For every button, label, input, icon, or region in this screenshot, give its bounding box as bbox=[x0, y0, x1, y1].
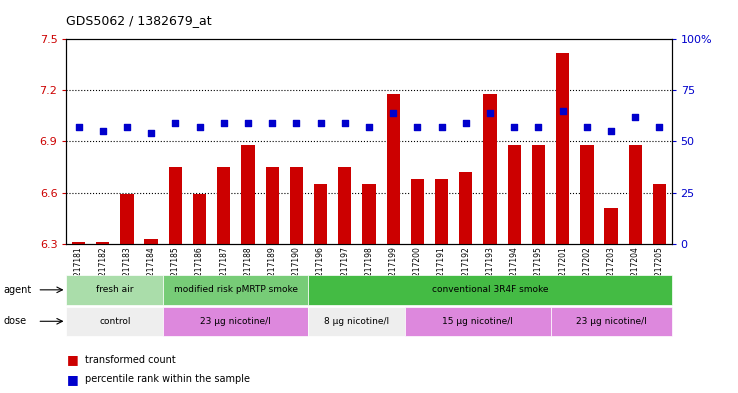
Point bbox=[387, 110, 399, 116]
Bar bbox=[604, 208, 618, 244]
Text: 15 µg nicotine/l: 15 µg nicotine/l bbox=[443, 317, 514, 326]
Point bbox=[508, 124, 520, 130]
Point bbox=[145, 130, 157, 136]
Point bbox=[193, 124, 205, 130]
Bar bbox=[411, 179, 424, 244]
Point bbox=[218, 120, 230, 126]
Point bbox=[460, 120, 472, 126]
Bar bbox=[580, 145, 593, 244]
Text: control: control bbox=[99, 317, 131, 326]
Bar bbox=[435, 179, 448, 244]
Point bbox=[412, 124, 424, 130]
Point bbox=[170, 120, 182, 126]
Point bbox=[266, 120, 278, 126]
Bar bbox=[556, 53, 569, 244]
Text: agent: agent bbox=[4, 285, 32, 295]
Bar bbox=[532, 145, 545, 244]
Bar bbox=[405, 307, 551, 336]
Text: percentile rank within the sample: percentile rank within the sample bbox=[85, 374, 250, 384]
Bar bbox=[193, 194, 206, 244]
Point bbox=[654, 124, 666, 130]
Bar bbox=[653, 184, 666, 244]
Bar bbox=[338, 167, 351, 244]
Text: fresh air: fresh air bbox=[96, 285, 134, 294]
Bar bbox=[66, 275, 163, 305]
Text: modified risk pMRTP smoke: modified risk pMRTP smoke bbox=[174, 285, 298, 294]
Point bbox=[605, 128, 617, 134]
Point bbox=[72, 124, 84, 130]
Point bbox=[630, 114, 641, 120]
Point bbox=[533, 124, 545, 130]
Bar bbox=[551, 307, 672, 336]
Bar bbox=[96, 242, 109, 244]
Bar bbox=[629, 145, 642, 244]
Point bbox=[314, 120, 326, 126]
Point bbox=[435, 124, 447, 130]
Point bbox=[556, 108, 568, 114]
Text: 8 µg nicotine/l: 8 µg nicotine/l bbox=[324, 317, 390, 326]
Point bbox=[291, 120, 303, 126]
Bar bbox=[169, 167, 182, 244]
Point bbox=[339, 120, 351, 126]
Text: conventional 3R4F smoke: conventional 3R4F smoke bbox=[432, 285, 548, 294]
Bar bbox=[362, 184, 376, 244]
Bar bbox=[459, 172, 472, 244]
Bar bbox=[145, 239, 158, 244]
Bar bbox=[163, 275, 308, 305]
Text: GDS5062 / 1382679_at: GDS5062 / 1382679_at bbox=[66, 15, 212, 28]
Text: ■: ■ bbox=[66, 353, 78, 366]
Bar bbox=[163, 307, 308, 336]
Bar bbox=[217, 167, 230, 244]
Bar bbox=[266, 167, 279, 244]
Point bbox=[121, 124, 133, 130]
Point bbox=[97, 128, 108, 134]
Bar bbox=[314, 184, 327, 244]
Bar bbox=[72, 242, 85, 244]
Bar bbox=[387, 94, 400, 244]
Point bbox=[363, 124, 375, 130]
Bar bbox=[508, 145, 521, 244]
Bar bbox=[308, 307, 405, 336]
Point bbox=[581, 124, 593, 130]
Text: 23 µg nicotine/l: 23 µg nicotine/l bbox=[576, 317, 646, 326]
Point bbox=[484, 110, 496, 116]
Bar bbox=[120, 194, 134, 244]
Bar bbox=[241, 145, 255, 244]
Text: transformed count: transformed count bbox=[85, 354, 176, 365]
Bar bbox=[308, 275, 672, 305]
Bar bbox=[483, 94, 497, 244]
Bar bbox=[290, 167, 303, 244]
Text: ■: ■ bbox=[66, 373, 78, 386]
Text: 23 µg nicotine/l: 23 µg nicotine/l bbox=[201, 317, 272, 326]
Point bbox=[242, 120, 254, 126]
Bar bbox=[66, 307, 163, 336]
Text: dose: dose bbox=[4, 316, 27, 326]
